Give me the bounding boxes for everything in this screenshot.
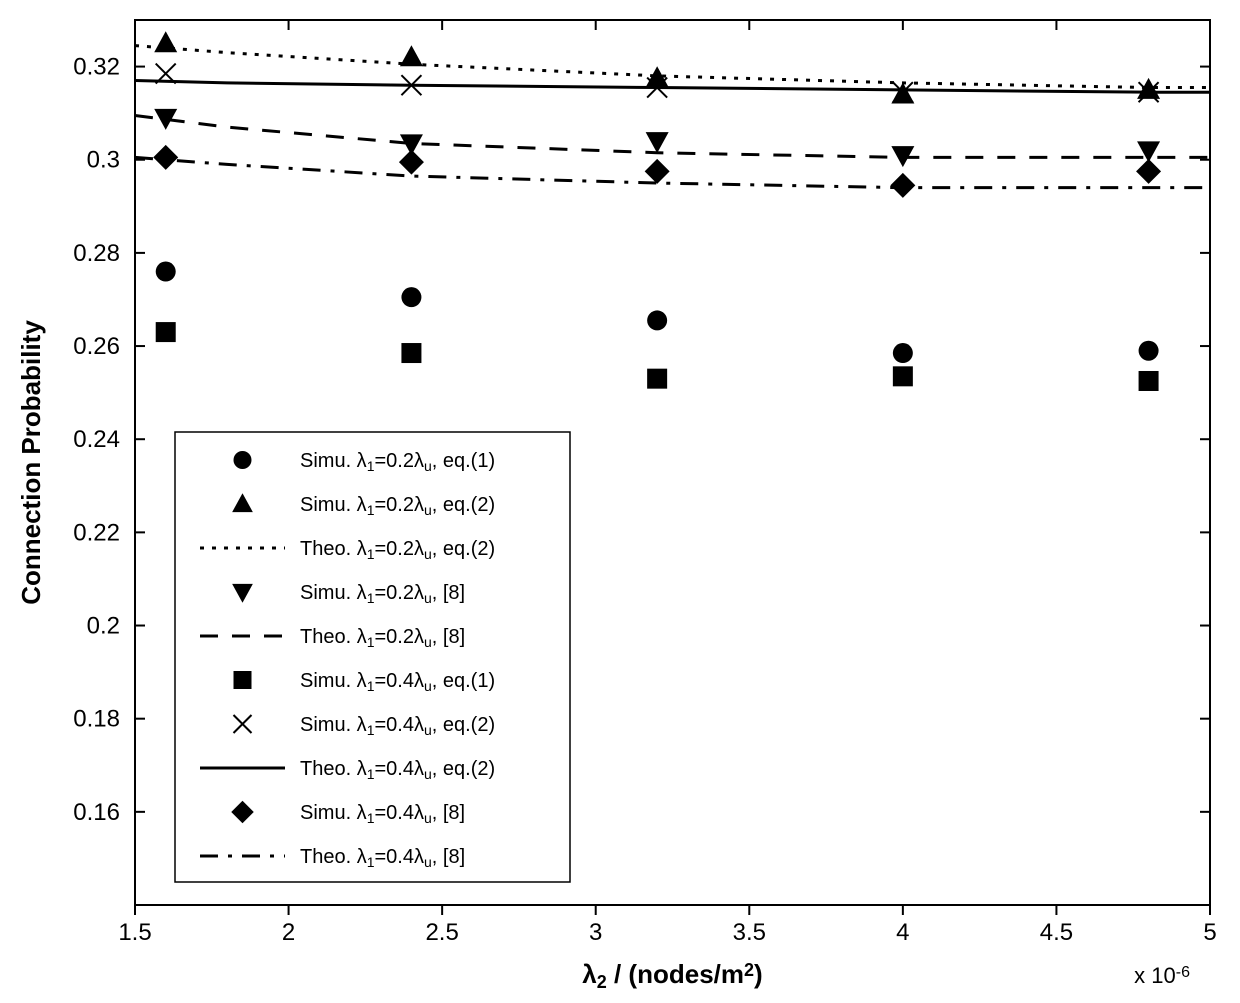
x-tick-label: 4.5 — [1040, 919, 1073, 946]
y-tick-label: 0.3 — [87, 147, 120, 174]
y-tick-label: 0.18 — [73, 706, 120, 733]
legend-item-label: Simu. λ1=0.2λu, eq.(2) — [300, 494, 495, 518]
y-tick-label: 0.24 — [73, 426, 120, 453]
series-s2 — [154, 31, 1160, 103]
y-tick-label: 0.26 — [73, 333, 120, 360]
plot-box — [135, 20, 1210, 905]
chart-svg: 1.5 2 2.5 3 3.5 4 4.5 5 0.16 0.18 0.2 0.22 0.24 0.26 0… — [0, 0, 1240, 1003]
series-s10 — [135, 157, 1210, 187]
legend-item-label: Simu. λ1=0.2λu, eq.(1) — [300, 450, 495, 474]
series-s1 — [156, 262, 1159, 364]
y-tick-label: 0.32 — [73, 54, 120, 81]
legend-item-label: Simu. λ1=0.2λu, [8] — [300, 582, 465, 606]
y-tick-label: 0.16 — [73, 799, 120, 826]
x-tick-label: 2.5 — [425, 919, 458, 946]
y-tick-label: 0.22 — [73, 519, 120, 546]
x-tick-label: 3 — [589, 919, 602, 946]
legend-item-label: Theo. λ1=0.4λu, [8] — [300, 846, 465, 870]
x-axis-label: λ2 / (nodes/m2) — [582, 959, 762, 992]
series-s3 — [135, 46, 1210, 88]
y-tick-label: 0.28 — [73, 240, 120, 267]
legend-item-label: Theo. λ1=0.2λu, eq.(2) — [300, 538, 495, 562]
series-group — [135, 31, 1210, 391]
x-tick-label: 1.5 — [118, 919, 151, 946]
legend: Simu. λ1=0.2λu, eq.(1) Simu. λ1=0.2λu, eq… — [175, 432, 570, 882]
x-tick-label: 5 — [1203, 919, 1216, 946]
legend-item-label: Simu. λ1=0.4λu, eq.(1) — [300, 670, 495, 694]
legend-item-label: Simu. λ1=0.4λu, [8] — [300, 802, 465, 826]
y-axis-label: Connection Probability — [16, 320, 46, 605]
x-exponent-label: x 10-6 — [1134, 963, 1190, 988]
x-tick-label: 4 — [896, 919, 909, 946]
series-s6 — [156, 322, 1159, 391]
legend-item-label: Theo. λ1=0.4λu, eq.(2) — [300, 758, 495, 782]
legend-item-label: Simu. λ1=0.4λu, eq.(2) — [300, 714, 495, 738]
legend-item-label: Theo. λ1=0.2λu, [8] — [300, 626, 465, 650]
x-tick-label: 2 — [282, 919, 295, 946]
series-s5 — [135, 115, 1210, 157]
chart-container: 1.5 2 2.5 3 3.5 4 4.5 5 0.16 0.18 0.2 0.22 0.24 0.26 0… — [0, 0, 1240, 1003]
y-tick-label: 0.2 — [87, 613, 120, 640]
x-tick-label: 3.5 — [733, 919, 766, 946]
